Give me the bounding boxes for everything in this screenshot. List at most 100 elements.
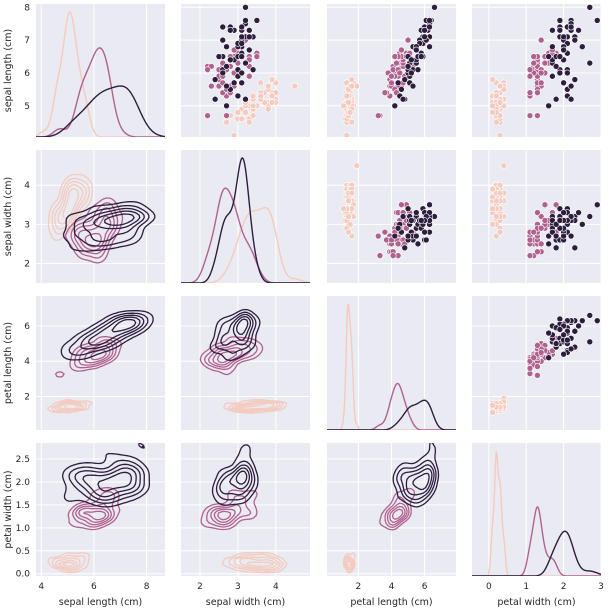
scatter-point-level-2: [426, 17, 433, 24]
scatter-point-level-2: [242, 4, 249, 11]
panel-marks: [200, 444, 288, 574]
contour-level-1-ring-3: [213, 508, 236, 524]
contour-level-0-ring-2: [233, 556, 281, 571]
scatter-point-level-2: [413, 232, 420, 240]
scatter-point-level-0: [257, 79, 264, 87]
y-tick-label: 7: [24, 36, 30, 46]
scatter-point-level-2: [394, 224, 402, 232]
scatter-point-level-0: [492, 92, 500, 100]
scatter-point-level-1: [204, 112, 211, 119]
scatter-point-level-0: [489, 76, 496, 83]
scatter-point-level-2: [552, 232, 560, 240]
contour-level-1-ring-0: [67, 487, 121, 531]
panel-sepal-width-vs-petal-length: [327, 150, 456, 283]
scatter-point-level-1: [204, 66, 211, 73]
x-tick-label: 4: [38, 582, 44, 592]
contour-level-2-ring-3: [229, 467, 251, 490]
x-tick-label: 2: [356, 582, 362, 592]
scatter-point-level-2: [401, 76, 409, 83]
scatter-point-level-2: [571, 76, 579, 83]
scatter-point-level-2: [398, 86, 405, 93]
scatter-point-level-2: [404, 232, 412, 240]
contour-level-0-ring-4: [64, 403, 79, 410]
scatter-point-level-1: [374, 232, 382, 240]
scatter-point-level-2: [211, 76, 219, 83]
density-curve-level-2: [36, 85, 165, 137]
contour-level-1-ring-2: [210, 504, 242, 526]
scatter-point-level-1: [388, 72, 395, 80]
y-tick-label: 0.5: [16, 547, 30, 557]
contour-level-2-ring-2: [220, 313, 254, 346]
scatter-point-level-1: [245, 72, 253, 80]
x-axis-label-sepal-length: sepal length (cm): [59, 597, 143, 608]
scatter-point-level-0: [492, 197, 500, 205]
scatter-point-level-2: [586, 213, 594, 220]
y-tick-label: 2: [24, 259, 30, 269]
contour-level-0-ring-4: [246, 561, 274, 567]
scatter-point-level-2: [556, 26, 564, 34]
contour-level-0-ring-4: [346, 558, 352, 567]
scatter-point-level-2: [391, 102, 399, 110]
contour-level-2-ring-0: [60, 309, 154, 361]
scatter-point-level-1: [541, 201, 549, 209]
scatter-point-level-1: [389, 252, 397, 259]
scatter-point-level-0: [348, 118, 356, 126]
panel-marks: [327, 303, 456, 430]
panel-marks: [343, 443, 440, 574]
contour-level-2-ring-4: [97, 471, 132, 492]
contour-level-0-ring-3: [57, 559, 78, 569]
contour-level-2-ring-1: [396, 459, 437, 504]
scatter-point-level-2: [560, 209, 567, 216]
scatter-point-level-2: [560, 79, 567, 87]
scatter-point-level-2: [223, 63, 230, 70]
scatter-point-level-2: [426, 23, 433, 31]
scatter-point-level-2: [593, 17, 601, 24]
contour-level-0-ring-3: [57, 401, 82, 411]
scatter-point-level-2: [421, 33, 428, 41]
scatter-point-level-1: [534, 112, 541, 119]
scatter-point-level-2: [422, 236, 430, 244]
scatter-point-level-2: [414, 66, 422, 73]
scatter-point-level-2: [575, 209, 582, 216]
panel-marks: [489, 4, 601, 137]
pairplot-panels: [36, 4, 602, 576]
scatter-point-level-2: [253, 17, 261, 24]
scatter-point-level-2: [404, 205, 412, 212]
density-curve-level-2: [472, 530, 601, 576]
scatter-point-level-2: [421, 26, 428, 34]
scatter-point-level-1: [526, 112, 534, 119]
y-tick-label: 8: [24, 3, 30, 13]
scatter-point-level-2: [426, 201, 433, 209]
x-tick-label: 8: [144, 582, 150, 592]
scatter-point-level-2: [556, 217, 564, 224]
scatter-point-level-0: [346, 221, 354, 228]
scatter-point-level-1: [374, 112, 382, 119]
scatter-point-level-0: [234, 109, 242, 116]
scatter-point-level-2: [564, 69, 571, 77]
y-tick-label: 2.0: [16, 478, 31, 488]
contour-level-2-ring-4: [412, 472, 430, 491]
scatter-point-level-2: [552, 95, 560, 103]
scatter-point-level-0: [264, 105, 272, 113]
scatter-point-level-2: [578, 317, 586, 324]
x-tick-label: 4: [273, 582, 279, 592]
scatter-point-level-1: [381, 89, 389, 96]
scatter-point-level-2: [417, 53, 425, 60]
contour-level-0-ring-2: [54, 557, 81, 571]
scatter-point-level-1: [534, 209, 541, 216]
scatter-point-level-2: [245, 46, 253, 54]
scatter-point-level-2: [571, 244, 579, 252]
scatter-point-level-1: [537, 79, 545, 87]
scatter-point-level-2: [417, 217, 425, 224]
scatter-point-level-2: [549, 43, 556, 50]
y-tick-label: 6: [24, 69, 30, 79]
panel-marks: [489, 162, 601, 259]
panel-sepal-length-vs-petal-length: [327, 4, 456, 137]
scatter-point-level-2: [249, 66, 257, 73]
density-curve-level-0: [327, 303, 456, 430]
panel-sepal-length-vs-sepal-length: [36, 4, 165, 137]
scatter-point-level-2: [549, 72, 556, 80]
scatter-point-level-2: [242, 59, 249, 67]
scatter-point-level-2: [431, 4, 438, 11]
scatter-point-level-1: [526, 236, 534, 244]
